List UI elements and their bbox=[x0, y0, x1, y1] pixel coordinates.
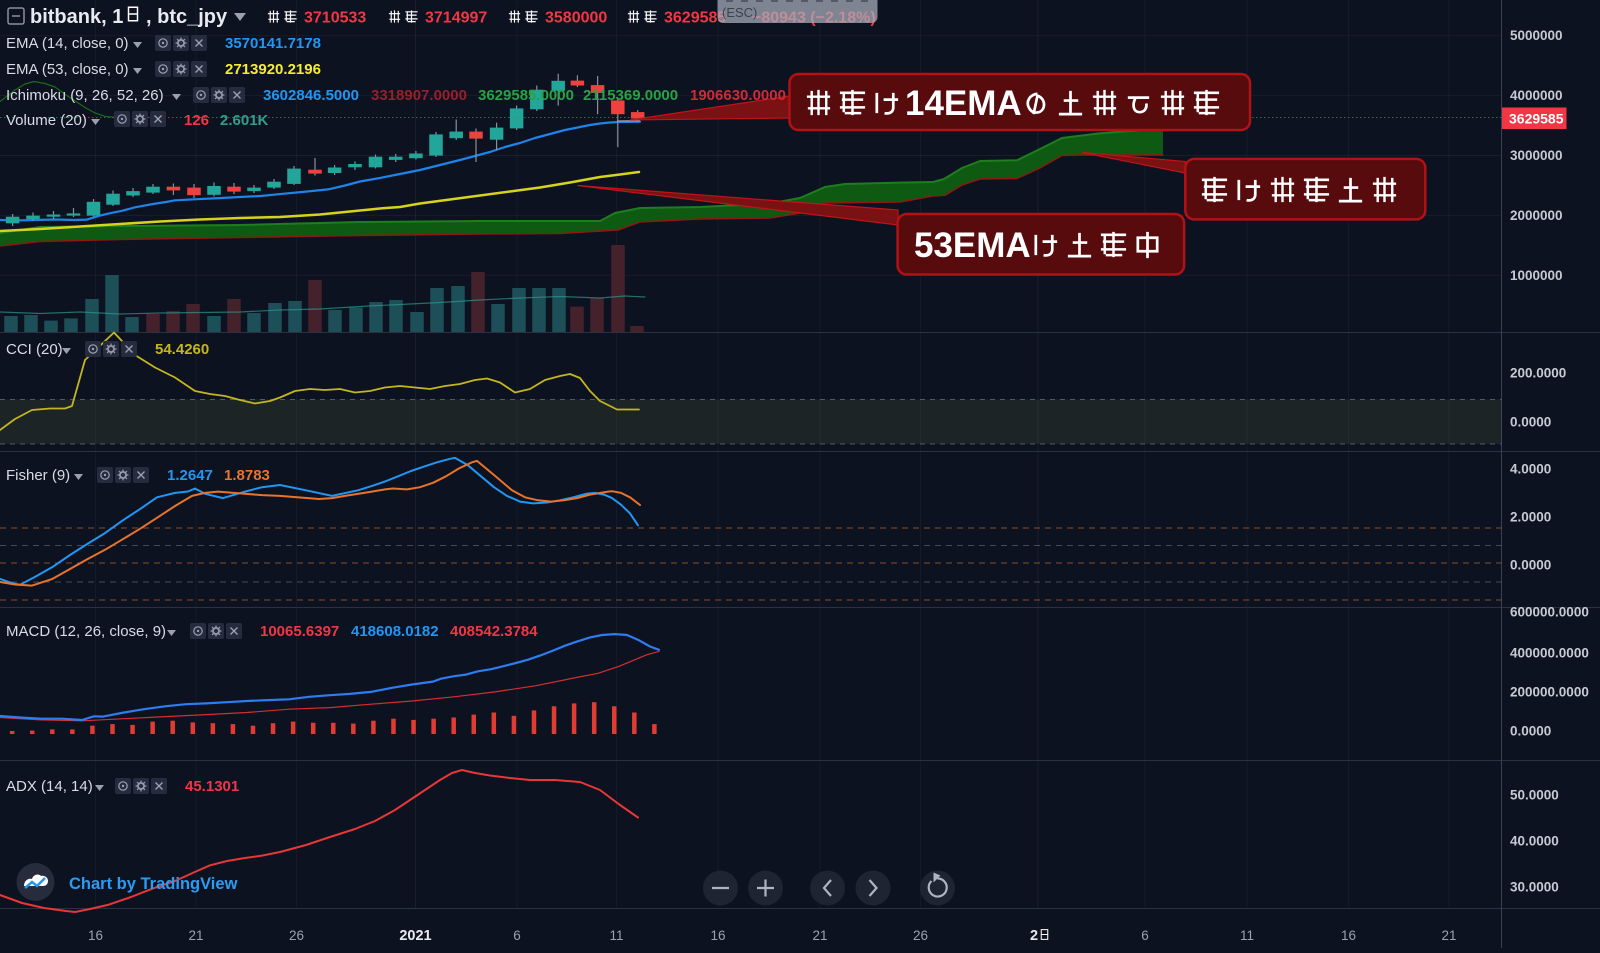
svg-text:408542.3784: 408542.3784 bbox=[450, 623, 538, 640]
svg-text:200000.0000: 200000.0000 bbox=[1510, 685, 1589, 700]
svg-text:(ESC): (ESC) bbox=[722, 5, 757, 20]
svg-text:3602846.5000: 3602846.5000 bbox=[263, 87, 359, 104]
svg-text:2000000: 2000000 bbox=[1510, 208, 1563, 223]
svg-text:2713920.2196: 2713920.2196 bbox=[225, 61, 321, 78]
svg-text:1.8783: 1.8783 bbox=[224, 467, 270, 484]
svg-text:6: 6 bbox=[1141, 928, 1149, 943]
svg-text:16: 16 bbox=[88, 928, 103, 943]
svg-text:45.1301: 45.1301 bbox=[185, 778, 239, 795]
svg-text:26: 26 bbox=[289, 928, 304, 943]
svg-text:30.0000: 30.0000 bbox=[1510, 880, 1559, 895]
svg-text:16: 16 bbox=[1341, 928, 1356, 943]
svg-text:5000000: 5000000 bbox=[1510, 28, 1563, 43]
svg-text:200.0000: 200.0000 bbox=[1510, 366, 1566, 381]
svg-text:1.2647: 1.2647 bbox=[167, 467, 213, 484]
svg-text:4.0000: 4.0000 bbox=[1510, 462, 1551, 477]
svg-text:3580000: 3580000 bbox=[545, 10, 607, 27]
svg-text:21: 21 bbox=[812, 928, 827, 943]
svg-text:Chart by TradingView: Chart by TradingView bbox=[69, 875, 238, 893]
svg-text:3629585: 3629585 bbox=[664, 10, 726, 27]
svg-text:21: 21 bbox=[1441, 928, 1456, 943]
svg-text:3714997: 3714997 bbox=[425, 10, 487, 27]
svg-text:2.0000: 2.0000 bbox=[1510, 510, 1551, 525]
svg-text:EMA (53, close, 0): EMA (53, close, 0) bbox=[6, 61, 129, 78]
svg-text:6: 6 bbox=[513, 928, 521, 943]
svg-text:bitbank, 1: bitbank, 1 bbox=[30, 6, 123, 28]
svg-text:2.601K: 2.601K bbox=[220, 112, 269, 129]
svg-text:3710533: 3710533 bbox=[304, 10, 366, 27]
svg-text:1906630.0000: 1906630.0000 bbox=[690, 87, 786, 104]
svg-text:418608.0182: 418608.0182 bbox=[351, 623, 439, 640]
svg-text:600000.0000: 600000.0000 bbox=[1510, 605, 1589, 620]
svg-text:4000000: 4000000 bbox=[1510, 88, 1563, 103]
svg-text:MACD (12, 26, close, 9): MACD (12, 26, close, 9) bbox=[6, 623, 166, 640]
svg-text:0.0000: 0.0000 bbox=[1510, 558, 1551, 573]
svg-text:0.0000: 0.0000 bbox=[1510, 415, 1551, 430]
svg-text:Fisher (9): Fisher (9) bbox=[6, 467, 70, 484]
svg-text:26: 26 bbox=[913, 928, 928, 943]
svg-text:2115369.0000: 2115369.0000 bbox=[583, 87, 678, 104]
svg-text:Ichimoku (9, 26, 52, 26): Ichimoku (9, 26, 52, 26) bbox=[6, 87, 164, 104]
svg-text:EMA (14, close, 0): EMA (14, close, 0) bbox=[6, 35, 129, 52]
svg-text:126: 126 bbox=[184, 112, 209, 129]
svg-text:1000000: 1000000 bbox=[1510, 268, 1563, 283]
svg-text:21: 21 bbox=[188, 928, 203, 943]
svg-text:ADX (14, 14): ADX (14, 14) bbox=[6, 778, 93, 795]
svg-text:10065.6397: 10065.6397 bbox=[260, 623, 339, 640]
svg-text:3629585: 3629585 bbox=[1509, 111, 1564, 127]
svg-text:Volume (20): Volume (20) bbox=[6, 112, 87, 129]
svg-text:2021: 2021 bbox=[399, 928, 431, 944]
svg-text:14EMA: 14EMA bbox=[905, 84, 1022, 123]
svg-text:11: 11 bbox=[1240, 928, 1254, 943]
svg-text:CCI (20): CCI (20) bbox=[6, 341, 63, 358]
svg-text:40.0000: 40.0000 bbox=[1510, 834, 1559, 849]
svg-text:54.4260: 54.4260 bbox=[155, 341, 209, 358]
svg-text:3629585.0000: 3629585.0000 bbox=[478, 87, 574, 104]
svg-text:3318907.0000: 3318907.0000 bbox=[371, 87, 467, 104]
svg-text:16: 16 bbox=[710, 928, 725, 943]
svg-text:3570141.7178: 3570141.7178 bbox=[225, 35, 321, 52]
svg-text:2: 2 bbox=[1030, 928, 1038, 944]
svg-text:3000000: 3000000 bbox=[1510, 148, 1563, 163]
svg-text:0.0000: 0.0000 bbox=[1510, 724, 1551, 739]
svg-text:53EMA: 53EMA bbox=[914, 226, 1031, 265]
svg-text:, btc_jpy: , btc_jpy bbox=[146, 6, 228, 28]
svg-text:50.0000: 50.0000 bbox=[1510, 788, 1559, 803]
svg-text:11: 11 bbox=[609, 928, 623, 943]
svg-text:400000.0000: 400000.0000 bbox=[1510, 646, 1589, 661]
